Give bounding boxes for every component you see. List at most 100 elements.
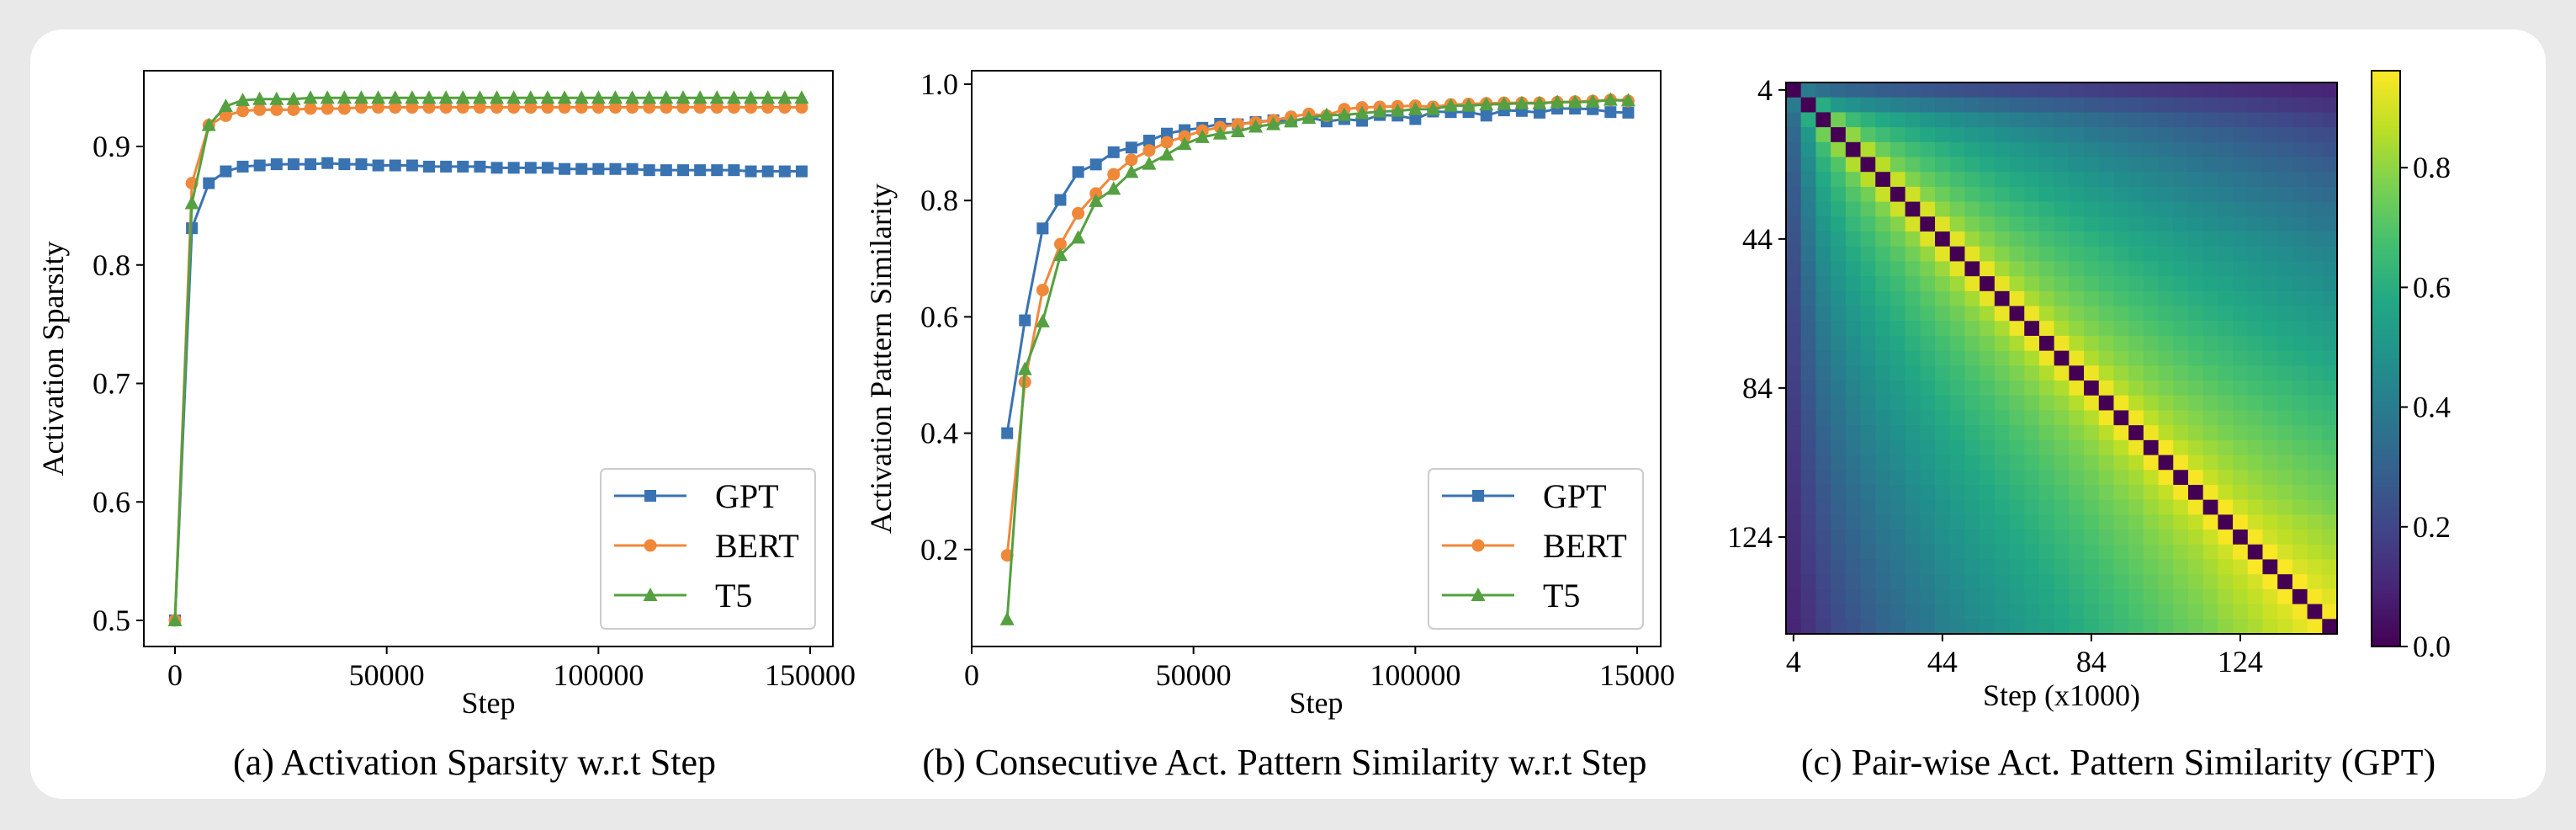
heatmap-cell	[1920, 470, 1936, 486]
heatmap-cell	[1860, 276, 1876, 292]
heatmap-cell	[1845, 380, 1862, 396]
data-point	[1266, 116, 1281, 130]
heatmap-cell	[1905, 261, 1921, 277]
heatmap-cell	[2143, 574, 2160, 590]
heatmap-cell	[1964, 455, 1980, 471]
heatmap-cell	[2218, 410, 2234, 426]
heatmap-cell	[1994, 186, 2011, 203]
heatmap-cell	[2098, 470, 2115, 486]
heatmap-cell	[1964, 290, 1980, 307]
heatmap-cell	[2158, 231, 2174, 247]
heatmap-cell	[2187, 127, 2204, 143]
data-point	[1089, 193, 1104, 207]
heatmap-cell	[2233, 574, 2249, 590]
heatmap-cell	[2128, 544, 2144, 561]
heatmap-cell	[2143, 350, 2160, 366]
heatmap-cell	[2218, 574, 2234, 590]
heatmap-cell	[2038, 350, 2055, 366]
heatmap-cell	[2262, 365, 2278, 381]
heatmap-cell	[2054, 216, 2070, 232]
heatmap-cell	[2128, 97, 2144, 113]
heatmap-cell	[1831, 172, 1847, 188]
heatmap-cell	[1800, 306, 1816, 322]
heatmap-cell	[2307, 216, 2323, 232]
heatmap-cell	[2173, 455, 2189, 471]
heatmap-cell	[2158, 559, 2174, 575]
heatmap-cell	[2128, 574, 2144, 590]
heatmap-cell	[2054, 410, 2070, 426]
heatmap-cell	[2262, 231, 2278, 247]
heatmap-cell	[2187, 321, 2204, 337]
heatmap-cell	[2292, 455, 2308, 471]
heatmap-cell	[2054, 261, 2070, 277]
heatmap-cell	[2218, 619, 2234, 635]
heatmap-cell	[1994, 127, 2011, 143]
heatmap-cell	[1980, 112, 1996, 128]
heatmap-cell	[2113, 410, 2129, 426]
heatmap-cell	[2024, 619, 2040, 635]
heatmap-cell	[2158, 380, 2174, 396]
heatmap-cell	[2307, 261, 2323, 277]
heatmap-cell	[2038, 82, 2055, 98]
heatmap-cell	[1845, 410, 1862, 426]
heatmap-cell	[2054, 127, 2070, 143]
heatmap-cell	[2262, 276, 2278, 292]
heatmap-cell	[1920, 455, 1936, 471]
heatmap-cell	[1964, 410, 1980, 426]
heatmap-cell	[2277, 172, 2293, 188]
heatmap-cell	[2158, 350, 2174, 366]
data-point	[372, 159, 384, 172]
heatmap-cell	[1994, 559, 2011, 575]
heatmap-cell	[1860, 97, 1876, 113]
heatmap-cell	[2247, 395, 2264, 412]
heatmap-cell	[2038, 306, 2055, 322]
heatmap-cell	[2084, 365, 2100, 381]
heatmap-cell	[1935, 395, 1951, 412]
heatmap-cell	[2322, 186, 2338, 203]
heatmap-cell	[2173, 439, 2189, 456]
heatmap-cell	[2009, 619, 2025, 635]
heatmap-cell	[2024, 261, 2040, 277]
heatmap-cell	[1786, 246, 1802, 263]
heatmap-cell	[2084, 484, 2100, 501]
heatmap-cell	[2322, 246, 2338, 263]
heatmap-cell	[2128, 470, 2144, 486]
heatmap-cell	[1875, 261, 1891, 277]
heatmap-cell	[2218, 290, 2234, 307]
heatmap-cell	[2247, 201, 2264, 217]
heatmap-cell	[2307, 484, 2323, 501]
heatmap-cell	[2038, 455, 2055, 471]
heatmap-cell	[1890, 425, 1906, 441]
heatmap-cell	[2292, 604, 2308, 620]
heatmap-cell	[2233, 588, 2249, 605]
heatmap-cell	[2173, 157, 2189, 173]
heatmap-cell	[2277, 261, 2293, 277]
heatmap-cell	[1964, 588, 1980, 605]
heatmap-cell	[2158, 141, 2174, 158]
heatmap-cell	[2277, 290, 2293, 307]
heatmap-cell	[1831, 499, 1847, 515]
heatmap-cell	[1875, 97, 1891, 113]
heatmap-cell	[1935, 499, 1951, 515]
heatmap-cell	[1815, 350, 1831, 366]
heatmap-cell	[1845, 395, 1862, 412]
heatmap-cell	[1905, 455, 1921, 471]
heatmap-cell	[2187, 261, 2204, 277]
heatmap-cell	[2009, 484, 2025, 501]
heatmap-cell	[2143, 425, 2160, 441]
heatmap-cell	[2009, 410, 2025, 426]
heatmap-cell	[2233, 186, 2249, 203]
panel-b-consecutive-similarity-chart: 0 50000 100000 150000.20.40.60.81.0StepActi…	[864, 67, 1675, 720]
heatmap-cell	[1994, 157, 2011, 173]
heatmap-cell	[1920, 201, 1936, 217]
heatmap-cell	[2292, 588, 2308, 605]
heatmap-cell	[1860, 261, 1876, 277]
heatmap-cell	[1890, 82, 1906, 98]
heatmap-cell	[2173, 395, 2189, 412]
heatmap-cell	[2202, 484, 2218, 501]
x-tick-label: 50000	[349, 658, 425, 692]
data-point	[1036, 222, 1049, 235]
heatmap-cell	[1935, 97, 1951, 113]
heatmap-cell	[2277, 201, 2293, 217]
heatmap-cell	[2247, 574, 2264, 590]
